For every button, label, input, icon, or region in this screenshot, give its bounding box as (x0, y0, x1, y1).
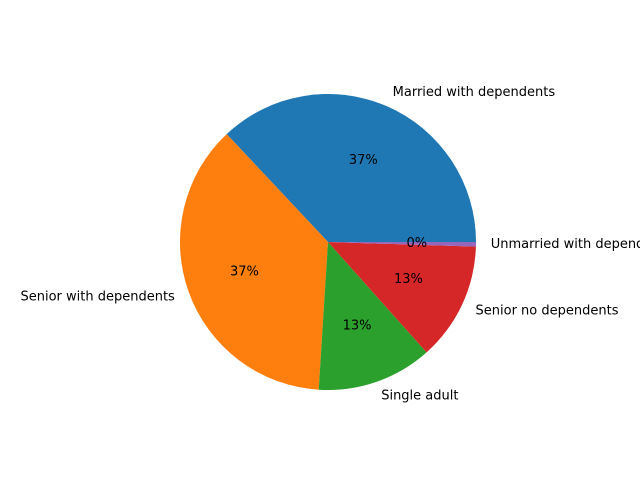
slice-label-3: Senior no dependents (476, 303, 619, 318)
pie-slice-3 (328, 242, 476, 353)
slice-label-4: Unmarried with dependents (491, 237, 640, 252)
pie-labels: Married with dependents 37% Senior with de… (20, 85, 640, 403)
slice-percent-2: 13% (343, 318, 372, 333)
slice-label-2: Single adult (381, 388, 458, 403)
slice-percent-0: 37% (349, 153, 378, 168)
pie-slice-0 (226, 94, 477, 242)
slice-label-1: Senior with dependents (20, 290, 175, 305)
pie-slice-2 (318, 242, 427, 390)
slice-label-0: Married with dependents (393, 85, 556, 100)
pie-slice-4 (328, 242, 476, 247)
slice-percent-1: 37% (230, 265, 259, 280)
slice-percent-4: 0% (406, 236, 427, 251)
pie-slices (180, 94, 477, 390)
slice-percent-3: 13% (394, 272, 423, 287)
pie-slice-1 (180, 134, 328, 390)
